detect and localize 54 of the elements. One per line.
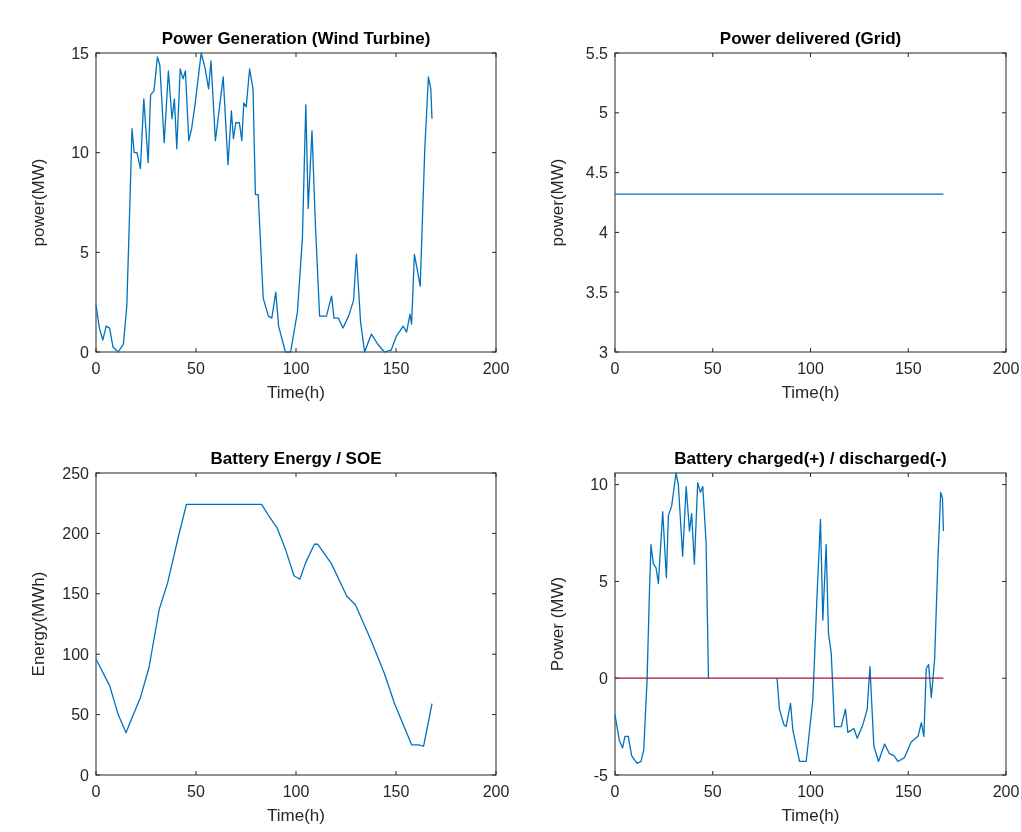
- y-tick-label: 250: [62, 464, 90, 482]
- x-tick-label: 0: [91, 360, 101, 377]
- y-tick-label: 4: [599, 224, 609, 241]
- x-tick-label: 100: [282, 360, 310, 377]
- x-tick-label: 150: [382, 360, 410, 377]
- y-tick-label: 10: [71, 144, 90, 162]
- y-tick-label: -5: [593, 766, 609, 784]
- x-tick-label: 50: [703, 360, 722, 377]
- chart-title: Battery charged(+) / discharged(-): [674, 449, 947, 468]
- y-axis-title: power(MW): [548, 158, 567, 247]
- y-tick-label: 100: [62, 645, 90, 663]
- x-tick-label: 150: [382, 783, 410, 800]
- x-tick-label: 0: [610, 783, 620, 800]
- y-tick-label: 50: [71, 706, 90, 724]
- y-axis-title: Power (MW): [548, 576, 567, 672]
- x-axis-title: Time(h): [267, 806, 325, 825]
- y-tick-label: 3.5: [585, 283, 609, 301]
- y-tick-label: 0: [80, 343, 90, 361]
- y-tick-label: 10: [590, 476, 609, 494]
- x-tick-label: 150: [894, 360, 922, 377]
- x-tick-label: 100: [282, 783, 310, 800]
- x-tick-label: 50: [187, 360, 205, 377]
- line-series: [95, 52, 433, 353]
- y-tick-label: 0: [80, 766, 90, 784]
- y-tick-label: 5: [599, 104, 609, 122]
- y-axis-title: power(MW): [29, 158, 48, 247]
- y-tick-label: 5: [599, 573, 609, 591]
- x-axis-title: Time(h): [267, 383, 325, 402]
- x-tick-label: 150: [894, 783, 922, 800]
- x-tick-label: 200: [482, 783, 510, 800]
- y-tick-label: 150: [62, 585, 90, 603]
- x-axis-title: Time(h): [781, 383, 840, 402]
- x-tick-label: 200: [992, 783, 1020, 800]
- chart-title: Power delivered (Grid): [719, 29, 902, 48]
- y-tick-label: 200: [62, 525, 90, 542]
- y-tick-label: 5: [80, 243, 90, 261]
- x-tick-label: 0: [91, 783, 101, 800]
- line-series: [95, 503, 433, 747]
- x-tick-label: 0: [610, 360, 620, 377]
- y-tick-label: 4.5: [585, 164, 609, 182]
- x-axis-title: Time(h): [781, 806, 840, 825]
- x-tick-label: 100: [797, 783, 824, 800]
- y-tick-label: 0: [599, 669, 609, 687]
- chart-title: Power Generation (Wind Turbine): [161, 29, 431, 48]
- y-tick-label: 3: [599, 343, 609, 361]
- x-tick-label: 200: [482, 360, 510, 377]
- x-tick-label: 200: [992, 360, 1020, 377]
- x-tick-label: 50: [187, 783, 205, 800]
- y-tick-label: 15: [71, 44, 90, 62]
- x-tick-label: 100: [797, 360, 824, 377]
- chart-title: Battery Energy / SOE: [210, 449, 382, 468]
- y-tick-label: 5.5: [585, 44, 609, 62]
- y-axis-title: Energy(MWh): [29, 571, 48, 677]
- x-tick-label: 50: [703, 783, 722, 800]
